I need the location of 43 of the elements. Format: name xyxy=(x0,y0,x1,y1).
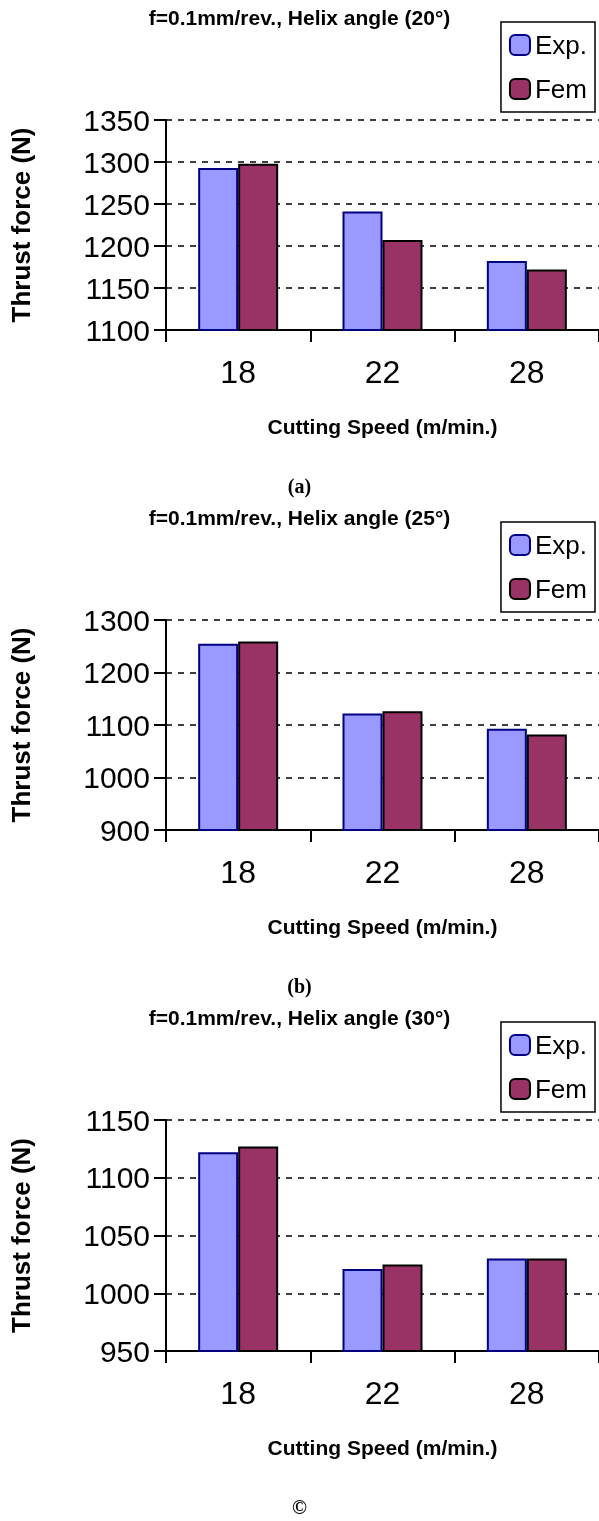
y-tick-label: 1100 xyxy=(85,708,150,742)
chart-title: f=0.1mm/rev., Helix angle (20°) xyxy=(148,6,451,29)
x-tick-label: 28 xyxy=(509,354,545,390)
chart-title: f=0.1mm/rev., Helix angle (25°) xyxy=(148,506,451,529)
x-tick-label: 22 xyxy=(364,854,401,890)
y-tick-label: 1150 xyxy=(85,1103,150,1137)
x-axis-title: Cutting Speed (m/min.) xyxy=(267,915,498,938)
y-tick-label: 1300 xyxy=(83,603,150,637)
y-tick-label: 1000 xyxy=(83,1276,150,1310)
x-tick-label: 18 xyxy=(220,354,256,390)
legend-label: Exp. xyxy=(534,30,588,60)
y-tick-label: 950 xyxy=(99,1334,150,1368)
text: © xyxy=(292,1496,308,1518)
text: (a) xyxy=(287,475,312,498)
y-tick-label: 900 xyxy=(99,813,150,847)
y-tick-label: 1100 xyxy=(85,313,150,347)
y-tick-label: 1300 xyxy=(83,145,150,179)
x-tick-label: 22 xyxy=(364,1375,401,1411)
legend-label: Fem xyxy=(534,1074,587,1104)
y-axis-title: Thrust force (N) xyxy=(6,627,36,823)
legend-label: Fem xyxy=(534,74,587,104)
x-tick-label: 18 xyxy=(220,1375,256,1411)
x-axis-title: Cutting Speed (m/min.) xyxy=(267,415,498,438)
y-tick-label: 1050 xyxy=(83,1219,150,1252)
legend-label: Exp. xyxy=(534,1030,588,1060)
x-tick-label: 22 xyxy=(364,354,401,390)
x-tick-label: 28 xyxy=(509,1375,545,1411)
legend-label: Exp. xyxy=(534,530,588,560)
text: (b) xyxy=(287,975,312,998)
y-tick-label: 1100 xyxy=(85,1161,150,1195)
x-axis-title: Cutting Speed (m/min.) xyxy=(267,1436,498,1459)
y-tick-label: 1000 xyxy=(83,761,150,794)
y-tick-label: 1250 xyxy=(83,187,150,221)
y-axis-title: Thrust force (N) xyxy=(6,1138,36,1333)
y-axis-title: Thrust force (N) xyxy=(6,127,36,323)
y-tick-label: 1200 xyxy=(83,656,150,689)
y-tick-label: 1350 xyxy=(83,103,150,137)
x-tick-label: 28 xyxy=(509,854,545,890)
legend-label: Fem xyxy=(534,574,587,604)
x-tick-label: 18 xyxy=(220,854,256,890)
y-tick-label: 1150 xyxy=(85,271,150,305)
y-tick-label: 1200 xyxy=(83,229,150,263)
chart-title: f=0.1mm/rev., Helix angle (30°) xyxy=(148,1006,451,1029)
